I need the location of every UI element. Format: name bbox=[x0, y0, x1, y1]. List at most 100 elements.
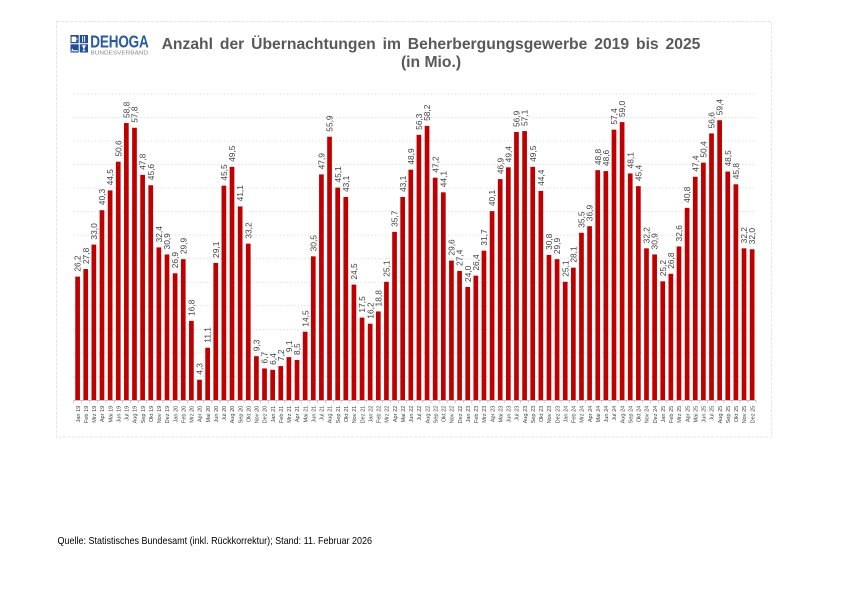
svg-text:7,2: 7,2 bbox=[276, 349, 286, 361]
svg-text:Okt 20: Okt 20 bbox=[246, 406, 252, 422]
svg-text:Jun 23: Jun 23 bbox=[507, 406, 513, 423]
svg-text:DEHOGA: DEHOGA bbox=[90, 32, 148, 52]
svg-text:6,4: 6,4 bbox=[268, 353, 278, 365]
svg-text:Feb 21: Feb 21 bbox=[279, 406, 285, 423]
svg-text:11,1: 11,1 bbox=[203, 327, 213, 343]
svg-text:26,4: 26,4 bbox=[471, 254, 481, 271]
svg-text:Jul 20: Jul 20 bbox=[222, 406, 228, 421]
svg-text:44,1: 44,1 bbox=[438, 171, 448, 188]
svg-text:Jun 19: Jun 19 bbox=[116, 406, 122, 423]
svg-text:25,2: 25,2 bbox=[658, 260, 668, 277]
svg-text:Nov 25: Nov 25 bbox=[742, 406, 748, 424]
svg-text:32,2: 32,2 bbox=[642, 227, 652, 244]
svg-text:Jun 20: Jun 20 bbox=[214, 406, 220, 423]
svg-text:17,5: 17,5 bbox=[357, 296, 367, 313]
svg-text:Nov 19: Nov 19 bbox=[157, 406, 163, 424]
svg-text:Mrz 22: Mrz 22 bbox=[385, 406, 391, 423]
svg-text:9,1: 9,1 bbox=[284, 340, 294, 352]
svg-text:Feb 24: Feb 24 bbox=[572, 406, 578, 423]
svg-text:29,9: 29,9 bbox=[178, 238, 188, 255]
svg-text:Feb 23: Feb 23 bbox=[474, 406, 480, 423]
svg-text:43,1: 43,1 bbox=[398, 175, 408, 192]
svg-text:Jul 24: Jul 24 bbox=[612, 406, 618, 421]
svg-text:Sep 24: Sep 24 bbox=[628, 406, 634, 424]
svg-text:Aug 23: Aug 23 bbox=[523, 406, 529, 424]
svg-text:Apr 19: Apr 19 bbox=[100, 406, 106, 422]
svg-text:29,6: 29,6 bbox=[447, 239, 457, 256]
svg-text:59,4: 59,4 bbox=[715, 99, 725, 116]
svg-text:Apr 23: Apr 23 bbox=[490, 406, 496, 422]
svg-text:Jun 24: Jun 24 bbox=[604, 406, 610, 423]
svg-text:Sep 22: Sep 22 bbox=[433, 406, 439, 424]
svg-text:43,1: 43,1 bbox=[341, 175, 351, 192]
svg-text:Mai 25: Mai 25 bbox=[693, 406, 699, 423]
svg-text:Jan 22: Jan 22 bbox=[368, 406, 374, 423]
svg-text:56,3: 56,3 bbox=[414, 113, 424, 130]
svg-text:Apr 21: Apr 21 bbox=[295, 406, 301, 422]
svg-text:Okt 19: Okt 19 bbox=[149, 406, 155, 422]
svg-text:32,0: 32,0 bbox=[747, 228, 757, 245]
svg-text:57,4: 57,4 bbox=[609, 108, 619, 125]
svg-text:45,4: 45,4 bbox=[633, 165, 643, 182]
svg-text:14,5: 14,5 bbox=[300, 310, 310, 327]
svg-text:Feb 22: Feb 22 bbox=[377, 406, 383, 423]
svg-text:Mai 24: Mai 24 bbox=[596, 406, 602, 423]
svg-text:Okt 21: Okt 21 bbox=[344, 406, 350, 422]
svg-text:25,1: 25,1 bbox=[382, 260, 392, 277]
svg-text:40,3: 40,3 bbox=[97, 189, 107, 206]
svg-text:48,8: 48,8 bbox=[593, 149, 603, 166]
svg-text:24,0: 24,0 bbox=[463, 265, 473, 282]
svg-text:Feb 25: Feb 25 bbox=[669, 406, 675, 423]
svg-text:26,2: 26,2 bbox=[73, 255, 83, 272]
svg-text:16,8: 16,8 bbox=[186, 299, 196, 316]
svg-text:Mai 23: Mai 23 bbox=[498, 406, 504, 423]
svg-text:27,8: 27,8 bbox=[81, 247, 91, 264]
svg-text:6,7: 6,7 bbox=[260, 351, 270, 363]
svg-text:48,6: 48,6 bbox=[601, 149, 611, 166]
svg-text:46,9: 46,9 bbox=[495, 157, 505, 174]
svg-text:Nov 20: Nov 20 bbox=[255, 406, 261, 424]
svg-text:Jun 21: Jun 21 bbox=[311, 406, 317, 423]
svg-text:56,9: 56,9 bbox=[512, 110, 522, 127]
svg-text:30,9: 30,9 bbox=[650, 233, 660, 250]
svg-text:26,8: 26,8 bbox=[666, 252, 676, 269]
svg-text:59,0: 59,0 bbox=[617, 100, 627, 117]
svg-text:47,8: 47,8 bbox=[138, 153, 148, 170]
svg-text:Jan 20: Jan 20 bbox=[173, 406, 179, 423]
svg-text:Jul 21: Jul 21 bbox=[320, 406, 326, 421]
svg-text:29,1: 29,1 bbox=[211, 241, 221, 258]
svg-text:56,6: 56,6 bbox=[707, 112, 717, 129]
svg-text:Mrz 20: Mrz 20 bbox=[190, 406, 196, 423]
svg-text:Sep 20: Sep 20 bbox=[238, 406, 244, 424]
svg-text:24,5: 24,5 bbox=[349, 263, 359, 280]
svg-text:Okt 24: Okt 24 bbox=[637, 406, 643, 422]
svg-text:Sep 25: Sep 25 bbox=[726, 406, 732, 424]
svg-text:49,5: 49,5 bbox=[227, 145, 237, 162]
svg-text:36,9: 36,9 bbox=[585, 205, 595, 222]
svg-text:41,1: 41,1 bbox=[235, 185, 245, 202]
svg-text:Sep 19: Sep 19 bbox=[141, 406, 147, 424]
svg-text:45,6: 45,6 bbox=[146, 164, 156, 181]
svg-text:(in Mio.): (in Mio.) bbox=[401, 54, 461, 71]
svg-text:Aug 21: Aug 21 bbox=[328, 406, 334, 424]
svg-text:47,4: 47,4 bbox=[690, 155, 700, 172]
svg-text:Aug 20: Aug 20 bbox=[230, 406, 236, 424]
svg-text:16,2: 16,2 bbox=[365, 302, 375, 319]
svg-text:49,4: 49,4 bbox=[503, 146, 513, 163]
svg-text:Nov 22: Nov 22 bbox=[450, 406, 456, 424]
svg-text:Jun 25: Jun 25 bbox=[702, 406, 708, 423]
svg-text:Apr 22: Apr 22 bbox=[393, 406, 399, 422]
svg-text:35,7: 35,7 bbox=[390, 210, 400, 227]
svg-text:26,9: 26,9 bbox=[170, 252, 180, 269]
svg-text:58,8: 58,8 bbox=[121, 101, 131, 118]
svg-text:49,5: 49,5 bbox=[528, 145, 538, 162]
svg-text:Dez 23: Dez 23 bbox=[555, 406, 561, 424]
svg-text:Jun 22: Jun 22 bbox=[409, 406, 415, 423]
svg-text:Jul 19: Jul 19 bbox=[125, 406, 131, 421]
svg-text:40,1: 40,1 bbox=[487, 189, 497, 206]
svg-text:Jan 21: Jan 21 bbox=[271, 406, 277, 423]
svg-text:Sep 21: Sep 21 bbox=[336, 406, 342, 424]
svg-text:29,9: 29,9 bbox=[552, 238, 562, 255]
svg-text:Anzahl der Übernachtungen im B: Anzahl der Übernachtungen im Beherbergun… bbox=[162, 34, 701, 53]
svg-text:48,9: 48,9 bbox=[406, 148, 416, 165]
